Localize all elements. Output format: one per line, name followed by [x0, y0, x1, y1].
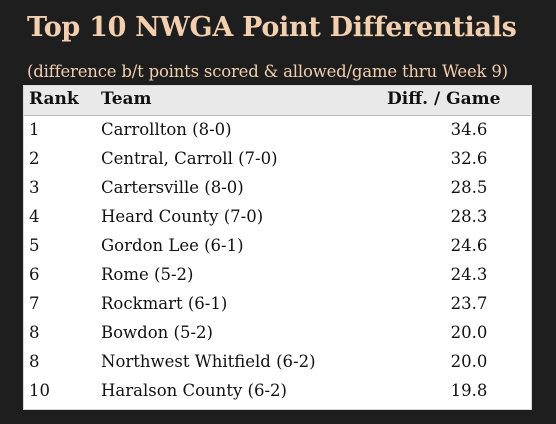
team-cell: Northwest Whitfield (6-2) — [101, 352, 316, 371]
table-row: 1 Carrollton (8-0) 34.6 — [24, 116, 531, 145]
rank-cell: 3 — [29, 178, 40, 197]
differentials-table: Rank Team Diff. / Game 1 Carrollton (8-0)… — [23, 85, 532, 410]
diff-cell: 24.6 — [450, 236, 488, 255]
chart-subtitle: (difference b/t points scored & allowed/… — [27, 62, 508, 81]
team-cell: Rome (5-2) — [101, 265, 194, 284]
rank-cell: 6 — [29, 265, 40, 284]
table-header: Rank Team Diff. / Game — [24, 86, 531, 116]
diff-cell: 20.0 — [450, 352, 488, 371]
rank-cell: 7 — [29, 294, 40, 313]
table-row: 7 Rockmart (6-1) 23.7 — [24, 290, 531, 319]
diff-cell: 28.3 — [450, 207, 488, 226]
rank-cell: 8 — [29, 352, 40, 371]
diff-cell: 28.5 — [450, 178, 488, 197]
diff-cell: 24.3 — [450, 265, 488, 284]
header-rank: Rank — [29, 89, 79, 109]
rank-cell: 8 — [29, 323, 40, 342]
header-diff: Diff. / Game — [387, 89, 501, 109]
rank-cell: 10 — [29, 381, 50, 400]
table-row: 8 Northwest Whitfield (6-2) 20.0 — [24, 348, 531, 377]
diff-cell: 34.6 — [450, 120, 488, 139]
table-row: 8 Bowdon (5-2) 20.0 — [24, 319, 531, 348]
rank-cell: 1 — [29, 120, 40, 139]
team-cell: Carrollton (8-0) — [101, 120, 232, 139]
table-row: 4 Heard County (7-0) 28.3 — [24, 203, 531, 232]
team-cell: Rockmart (6-1) — [101, 294, 228, 313]
team-cell: Haralson County (6-2) — [101, 381, 287, 400]
diff-cell: 23.7 — [450, 294, 488, 313]
diff-cell: 20.0 — [450, 323, 488, 342]
table-row: 2 Central, Carroll (7-0) 32.6 — [24, 145, 531, 174]
team-cell: Central, Carroll (7-0) — [101, 149, 278, 168]
team-cell: Gordon Lee (6-1) — [101, 236, 244, 255]
rank-cell: 5 — [29, 236, 40, 255]
table-row: 6 Rome (5-2) 24.3 — [24, 261, 531, 290]
table-row: 5 Gordon Lee (6-1) 24.6 — [24, 232, 531, 261]
team-cell: Bowdon (5-2) — [101, 323, 213, 342]
table-row: 10 Haralson County (6-2) 19.8 — [24, 377, 531, 406]
diff-cell: 19.8 — [450, 381, 488, 400]
header-team: Team — [101, 89, 152, 109]
chart-title: Top 10 NWGA Point Differentials — [27, 12, 517, 43]
rank-cell: 4 — [29, 207, 40, 226]
team-cell: Cartersville (8-0) — [101, 178, 244, 197]
rank-cell: 2 — [29, 149, 40, 168]
table-row: 3 Cartersville (8-0) 28.5 — [24, 174, 531, 203]
diff-cell: 32.6 — [450, 149, 488, 168]
team-cell: Heard County (7-0) — [101, 207, 264, 226]
